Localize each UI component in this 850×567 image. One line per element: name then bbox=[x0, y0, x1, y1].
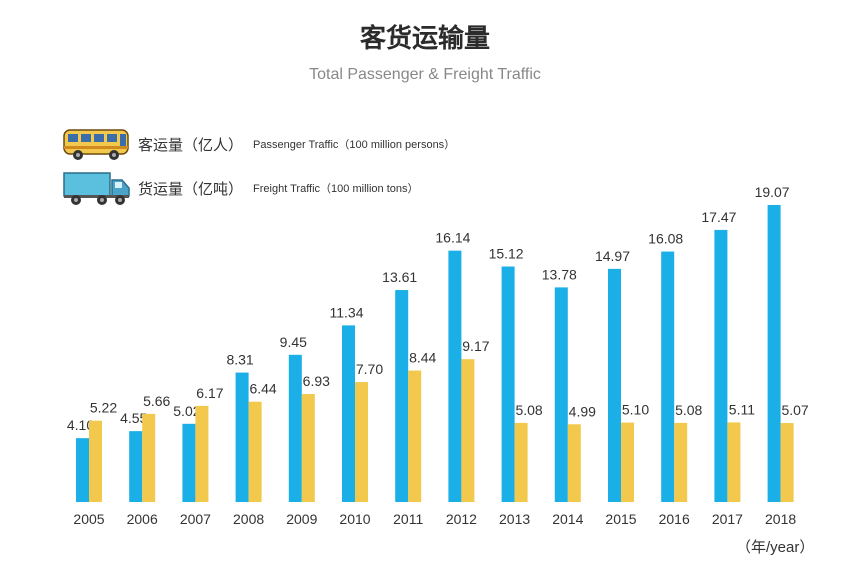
passenger-bar bbox=[514, 422, 528, 502]
freight-bar bbox=[235, 372, 249, 502]
x-tick-label: 2009 bbox=[286, 511, 317, 527]
x-tick-label: 2011 bbox=[393, 511, 423, 527]
freight-value-label: 19.07 bbox=[755, 184, 790, 200]
x-tick-label: 2008 bbox=[233, 511, 264, 527]
legend-label-en: Passenger Traffic（100 million persons） bbox=[253, 139, 456, 151]
freight-value-label: 15.12 bbox=[489, 246, 524, 262]
freight-value-label: 14.97 bbox=[595, 248, 630, 264]
freight-bar bbox=[661, 251, 675, 502]
passenger-value-label: 5.10 bbox=[622, 402, 649, 418]
passenger-bar bbox=[780, 423, 794, 502]
passenger-bar bbox=[142, 413, 156, 502]
passenger-value-label: 6.44 bbox=[249, 381, 276, 397]
passenger-value-label: 6.93 bbox=[303, 373, 330, 389]
freight-value-label: 13.61 bbox=[382, 269, 417, 285]
truck-icon bbox=[63, 172, 130, 205]
passenger-bar bbox=[355, 382, 368, 502]
freight-bar bbox=[501, 266, 515, 502]
freight-bar bbox=[714, 229, 728, 503]
freight-bar bbox=[76, 438, 89, 502]
x-tick-label: 2006 bbox=[127, 511, 158, 527]
passenger-bar bbox=[301, 394, 315, 502]
chart-subtitle: Total Passenger & Freight Traffic bbox=[309, 66, 541, 83]
passenger-bar bbox=[567, 424, 581, 502]
freight-value-label: 17.47 bbox=[701, 209, 736, 225]
passenger-bar bbox=[727, 422, 741, 502]
passenger-value-label: 8.44 bbox=[409, 350, 436, 366]
freight-value-label: 13.78 bbox=[542, 266, 577, 282]
x-axis-unit: （年/year） bbox=[736, 539, 815, 556]
freight-value-label: 8.31 bbox=[226, 352, 253, 368]
freight-value-label: 4.10 bbox=[67, 417, 94, 433]
passenger-value-label: 4.99 bbox=[569, 403, 596, 419]
x-tick-label: 2013 bbox=[499, 511, 530, 527]
passenger-value-label: 5.66 bbox=[143, 393, 170, 409]
freight-bar bbox=[288, 354, 302, 502]
x-tick-label: 2012 bbox=[446, 511, 477, 527]
freight-bar bbox=[448, 250, 462, 502]
legend-label-zh: 客运量（亿人） bbox=[138, 135, 244, 154]
x-tick-label: 2017 bbox=[712, 511, 743, 527]
chart-title: 客货运输量 bbox=[359, 24, 490, 54]
freight-bar bbox=[608, 268, 621, 502]
passenger-bar bbox=[408, 370, 422, 502]
passenger-value-label: 5.07 bbox=[781, 402, 808, 418]
bus-icon bbox=[63, 129, 129, 160]
x-tick-label: 2005 bbox=[73, 511, 104, 527]
passenger-value-label: 5.08 bbox=[515, 402, 542, 418]
freight-value-label: 16.14 bbox=[435, 230, 470, 246]
legend-item-freight: 货运量（亿吨） Freight Traffic（100 million tons… bbox=[62, 170, 419, 206]
freight-bar bbox=[182, 423, 196, 502]
passenger-value-label: 5.11 bbox=[729, 401, 755, 417]
passenger-value-label: 9.17 bbox=[462, 338, 489, 354]
x-tick-label: 2018 bbox=[765, 511, 796, 527]
legend-item-passenger: 客运量（亿人） Passenger Traffic（100 million pe… bbox=[62, 126, 455, 162]
passenger-value-label: 5.22 bbox=[90, 400, 117, 416]
freight-value-label: 4.55 bbox=[120, 410, 147, 426]
passenger-bar bbox=[195, 405, 209, 502]
freight-bar bbox=[342, 325, 355, 502]
freight-bar bbox=[395, 290, 409, 502]
freight-value-label: 5.02 bbox=[173, 403, 200, 419]
freight-value-label: 9.45 bbox=[280, 334, 307, 350]
passenger-value-label: 6.17 bbox=[196, 385, 223, 401]
freight-value-label: 16.08 bbox=[648, 231, 683, 247]
passenger-bar bbox=[248, 401, 262, 502]
freight-bar bbox=[767, 205, 781, 502]
passenger-bar bbox=[621, 422, 634, 502]
x-tick-label: 2010 bbox=[339, 511, 370, 527]
x-tick-label: 2015 bbox=[605, 511, 636, 527]
x-tick-label: 2007 bbox=[180, 511, 211, 527]
freight-bar bbox=[129, 431, 143, 502]
passenger-value-label: 5.08 bbox=[675, 402, 702, 418]
passenger-bar bbox=[89, 420, 102, 502]
x-tick-label: 2014 bbox=[552, 511, 583, 527]
freight-value-label: 11.34 bbox=[330, 304, 364, 320]
passenger-value-label: 7.70 bbox=[356, 361, 383, 377]
freight-bar bbox=[554, 287, 568, 502]
legend-label-zh: 货运量（亿吨） bbox=[138, 179, 244, 198]
passenger-bar bbox=[674, 422, 688, 502]
x-tick-label: 2016 bbox=[659, 511, 690, 527]
legend-label-en: Freight Traffic（100 million tons） bbox=[253, 183, 419, 195]
passenger-bar bbox=[461, 359, 475, 502]
